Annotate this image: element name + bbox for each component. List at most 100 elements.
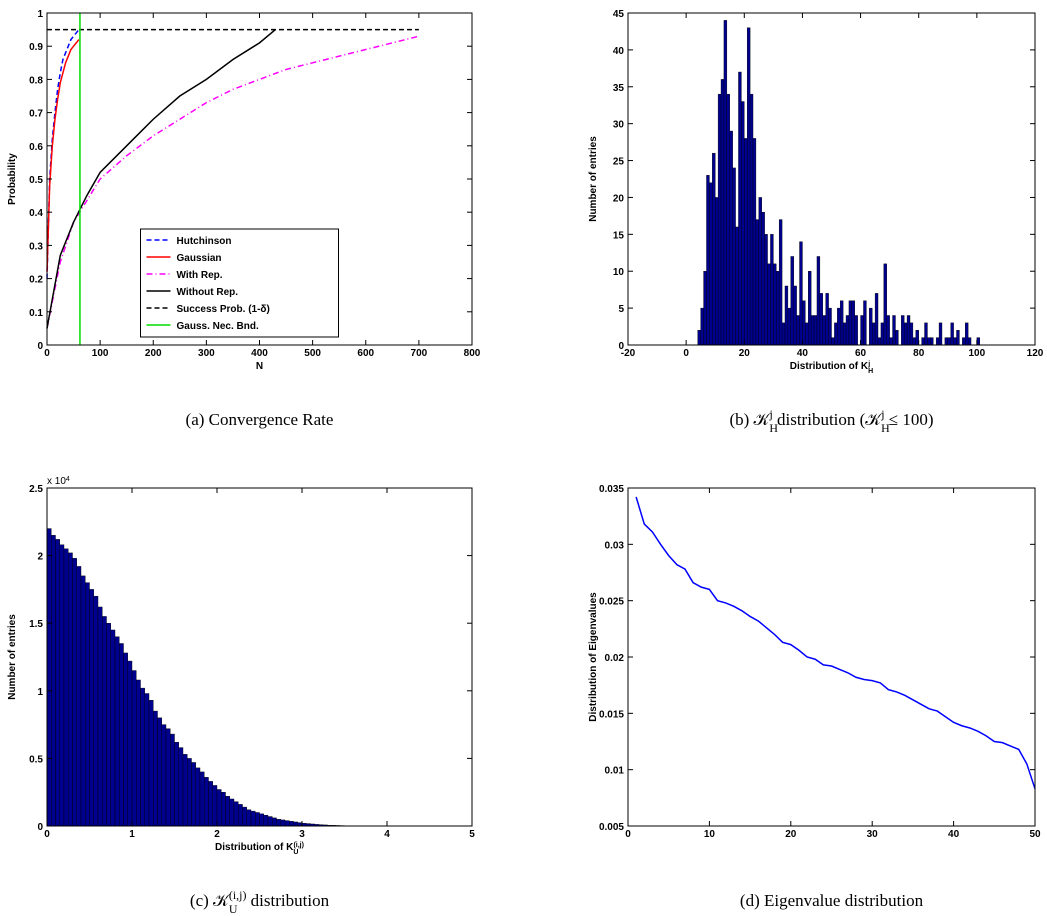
y-tick-label: 40 [613, 46, 625, 57]
bar [289, 821, 294, 827]
x-tick-label: 30 [867, 829, 879, 840]
x-tick-label: 60 [855, 348, 867, 359]
y-tick-label: 0.005 [599, 822, 624, 833]
bar [877, 337, 882, 346]
bar [749, 93, 754, 346]
bar [195, 767, 201, 827]
x-tick-label: 100 [92, 348, 109, 359]
bar [110, 629, 116, 827]
bar [706, 175, 710, 346]
bar [837, 307, 841, 346]
subscript: U [293, 849, 298, 856]
x-tick-label: 3 [299, 829, 305, 840]
bar [903, 322, 908, 346]
bar [962, 337, 966, 346]
bar [106, 623, 111, 827]
bar [781, 322, 786, 346]
bar [89, 589, 94, 827]
bar [851, 300, 855, 346]
legend-label: Hutchinson [177, 236, 232, 247]
caption: (c) 𝒦U(i,j) distribution [190, 888, 330, 916]
x-tick-label: 80 [913, 348, 925, 359]
data-line [635, 496, 1036, 790]
x-tick-label: 10 [704, 829, 716, 840]
bar [700, 307, 704, 346]
y-tick-label: 1 [37, 9, 43, 20]
x-axis-label: Distribution of KHj [790, 361, 873, 375]
bar [810, 315, 815, 346]
bar [233, 801, 239, 827]
text-part: Number of entries [588, 136, 599, 222]
bar [153, 710, 158, 827]
x-tick-label: 1 [129, 829, 135, 840]
y-axis-label: Number of entries [7, 614, 18, 700]
y-tick-label: 5 [618, 304, 624, 315]
y-tick-label: 0.6 [29, 142, 43, 153]
bar [272, 817, 277, 827]
superscript: j [880, 407, 884, 421]
bar [869, 307, 873, 346]
bar [46, 528, 52, 827]
y-tick-label: 35 [613, 83, 625, 94]
text-part: Distribution of K [215, 842, 294, 853]
bar [755, 219, 760, 346]
bar [848, 300, 853, 346]
y-tick-label: 2 [37, 552, 43, 563]
bar [136, 679, 141, 827]
y-tick-label: 0.3 [29, 241, 43, 252]
bar [229, 798, 235, 827]
y-axis-label: Probability [7, 153, 18, 205]
bar [51, 535, 56, 827]
y-tick-label: 0.01 [605, 766, 625, 777]
bar [906, 315, 911, 346]
bar [127, 660, 133, 827]
bar [935, 337, 940, 346]
x-tick-label: 40 [948, 829, 960, 840]
x-tick-label: -20 [621, 348, 636, 359]
bar [947, 337, 951, 346]
x-tick-label: 20 [785, 829, 797, 840]
y-axis-label: Number of entries [588, 136, 599, 222]
bar [840, 300, 844, 346]
y-tick-label: 0.2 [29, 275, 43, 286]
y-tick-label: 0 [618, 341, 624, 352]
y-tick-label: 0.5 [29, 175, 43, 186]
bar [119, 643, 124, 827]
text-part: Probability [7, 153, 18, 205]
x-tick-label: 0 [44, 829, 50, 840]
bar [165, 728, 171, 827]
bar [720, 79, 725, 346]
bar [85, 582, 90, 827]
bar [767, 263, 771, 346]
y-tick-label: 2.5 [29, 484, 43, 495]
subscript: U [229, 902, 238, 916]
bar [717, 93, 722, 346]
legend-label: Success Prob. (1-δ) [177, 304, 270, 315]
bar [703, 271, 707, 346]
bar [80, 575, 86, 827]
y-tick-label: 0.5 [29, 754, 43, 765]
caption: (a) Convergence Rate [186, 410, 334, 429]
superscript: 4 [66, 476, 70, 483]
bar [744, 138, 748, 346]
text-part: distribution [246, 891, 329, 910]
bar [55, 539, 60, 827]
bar [953, 337, 957, 346]
bar [715, 197, 719, 346]
x-tick-label: 4 [384, 829, 390, 840]
bar [140, 687, 145, 827]
bar [709, 182, 713, 346]
x-tick-label: 0 [44, 348, 50, 359]
text-part: (d) Eigenvalue distribution [740, 891, 924, 910]
y-tick-label: 1.5 [29, 619, 43, 630]
bar [199, 771, 205, 827]
legend-box [140, 228, 339, 338]
text-part: (c) 𝒦 [190, 891, 231, 910]
text-part: (b) 𝒦 [729, 410, 771, 429]
y-tick-label: 10 [613, 267, 625, 278]
legend-label: Gauss. Nec. Bnd. [177, 321, 259, 332]
bar [924, 322, 928, 346]
bar [93, 595, 99, 827]
bar [889, 337, 893, 346]
bar [799, 241, 803, 346]
